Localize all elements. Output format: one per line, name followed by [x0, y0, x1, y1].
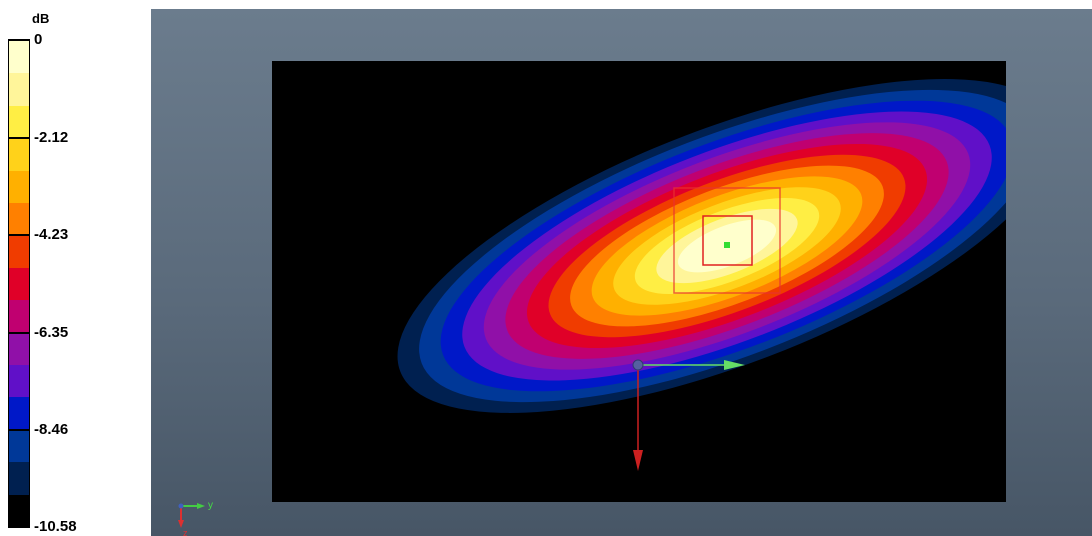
legend-tick	[8, 332, 30, 334]
color-legend: dB 0 -2.12 -4.23 -6.35 -8.46 -10.58	[0, 0, 150, 536]
legend-swatch	[9, 170, 29, 204]
legend-tick	[8, 39, 30, 41]
triad-z-label: z	[183, 528, 188, 536]
legend-swatch	[9, 429, 29, 463]
legend-swatch	[9, 105, 29, 139]
legend-tick	[8, 429, 30, 431]
origin-marker[interactable]	[632, 359, 644, 371]
orientation-triad: y z	[178, 500, 213, 536]
3d-viewport[interactable]: y z	[151, 9, 1092, 536]
field-plot-area[interactable]	[272, 61, 1006, 502]
legend-label-max: 0	[34, 31, 43, 48]
legend-swatch	[9, 138, 29, 171]
legend-swatch	[9, 267, 29, 301]
legend-label-min: -10.58	[34, 518, 77, 535]
z-axis-arrowhead	[633, 450, 643, 471]
legend-swatch	[9, 300, 29, 333]
outer-measurement-box[interactable]	[673, 187, 781, 294]
inner-measurement-box[interactable]	[702, 215, 753, 266]
legend-tick	[8, 234, 30, 236]
peak-marker[interactable]	[724, 242, 730, 248]
legend-tick	[8, 137, 30, 139]
legend-label: -6.35	[34, 324, 69, 341]
legend-swatch	[9, 41, 29, 74]
contour-bands	[397, 79, 1006, 413]
legend-swatch	[9, 73, 29, 106]
field-contour-plot	[397, 79, 1006, 471]
legend-label: -4.23	[34, 226, 69, 243]
legend-swatch	[9, 203, 29, 236]
legend-label: -2.12	[34, 129, 69, 146]
legend-swatch	[9, 494, 29, 528]
legend-swatch	[9, 332, 29, 366]
legend-swatch	[9, 397, 29, 430]
x-axis-arrowhead	[724, 360, 745, 370]
legend-swatch	[9, 365, 29, 398]
legend-label: -8.46	[34, 421, 69, 438]
triad-y-label: y	[208, 500, 213, 511]
legend-swatch	[9, 235, 29, 268]
legend-unit: dB	[32, 11, 50, 26]
legend-swatch	[9, 462, 29, 495]
legend-color-bar	[8, 40, 30, 528]
